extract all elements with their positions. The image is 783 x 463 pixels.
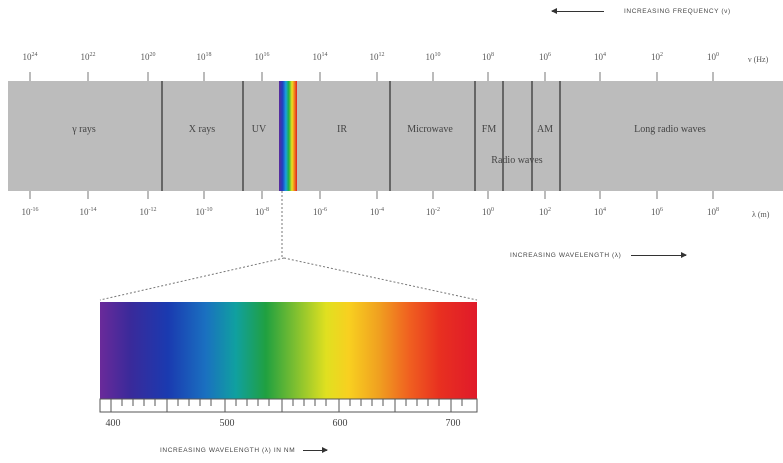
wavelength-tick: 106 — [651, 207, 663, 217]
wavelength-tick: 10-10 — [195, 207, 213, 217]
band-label-fm: FM — [481, 124, 497, 135]
wavelength-caption-text: INCREASING WAVELENGTH (λ) — [510, 252, 622, 259]
band-divider — [531, 81, 533, 191]
band-divider — [161, 81, 163, 191]
frequency-tick: 1016 — [254, 52, 270, 62]
frequency-tick: 1022 — [80, 52, 96, 62]
wavelength-tick: 10-16 — [21, 207, 39, 217]
band-divider — [389, 81, 391, 191]
frequency-tick: 1014 — [312, 52, 328, 62]
frequency-tick: 1010 — [425, 52, 441, 62]
band-divider — [502, 81, 504, 191]
spectrum-band — [8, 81, 783, 191]
nm-tick-500: 500 — [219, 418, 235, 429]
frequency-tick: 106 — [539, 52, 551, 62]
band-divider — [242, 81, 244, 191]
wavelength-tick: 10-8 — [255, 207, 269, 217]
band-label-gamma: γ rays — [72, 124, 96, 135]
frequency-tick: 104 — [594, 52, 606, 62]
frequency-tick: 1020 — [140, 52, 156, 62]
wavelength-tick: 10-4 — [370, 207, 384, 217]
left-arrow-icon — [551, 7, 604, 14]
nm-tick-400: 400 — [105, 418, 121, 429]
visible-light-strip — [279, 81, 297, 191]
visible-spectrum-zoom — [100, 302, 477, 399]
wavelength-tick: 10-6 — [313, 207, 327, 217]
band-label-radio: Radio waves — [491, 155, 543, 166]
band-label-xray: X rays — [188, 124, 216, 135]
frequency-caption-text: INCREASING FREQUENCY (ν) — [624, 8, 731, 15]
frequency-unit: ν (Hz) — [748, 55, 769, 64]
wavelength-tick: 10-12 — [139, 207, 157, 217]
wavelength-tick: 102 — [539, 207, 551, 217]
right-arrow-icon — [303, 446, 329, 453]
right-arrow-icon — [631, 251, 688, 258]
nm-caption-text: INCREASING WAVELENGTH (λ) IN NM — [160, 447, 296, 454]
nm-caption: INCREASING WAVELENGTH (λ) IN NM — [160, 446, 329, 454]
wavelength-tick: 10-14 — [79, 207, 97, 217]
band-label-am: AM — [536, 124, 554, 135]
wavelength-caption: INCREASING WAVELENGTH (λ) — [510, 251, 688, 259]
wavelength-tick: 100 — [482, 207, 494, 217]
band-label-long-radio: Long radio waves — [634, 124, 706, 135]
frequency-tick: 108 — [482, 52, 494, 62]
nm-tick-600: 600 — [332, 418, 348, 429]
nm-tick-700: 700 — [445, 418, 461, 429]
band-divider — [474, 81, 476, 191]
wavelength-unit: λ (m) — [752, 210, 770, 219]
wavelength-tick: 10-2 — [426, 207, 440, 217]
band-divider — [559, 81, 561, 191]
frequency-tick: 1018 — [196, 52, 212, 62]
frequency-tick: 102 — [651, 52, 663, 62]
wavelength-tick: 108 — [707, 207, 719, 217]
wavelength-tick: 104 — [594, 207, 606, 217]
frequency-caption: INCREASING FREQUENCY (ν) — [551, 7, 731, 15]
band-label-microwave: Microwave — [407, 124, 453, 135]
frequency-tick: 1012 — [369, 52, 385, 62]
frequency-tick: 1024 — [22, 52, 38, 62]
band-label-uv: UV — [251, 124, 267, 135]
frequency-tick: 100 — [707, 52, 719, 62]
band-label-ir: IR — [337, 124, 347, 135]
